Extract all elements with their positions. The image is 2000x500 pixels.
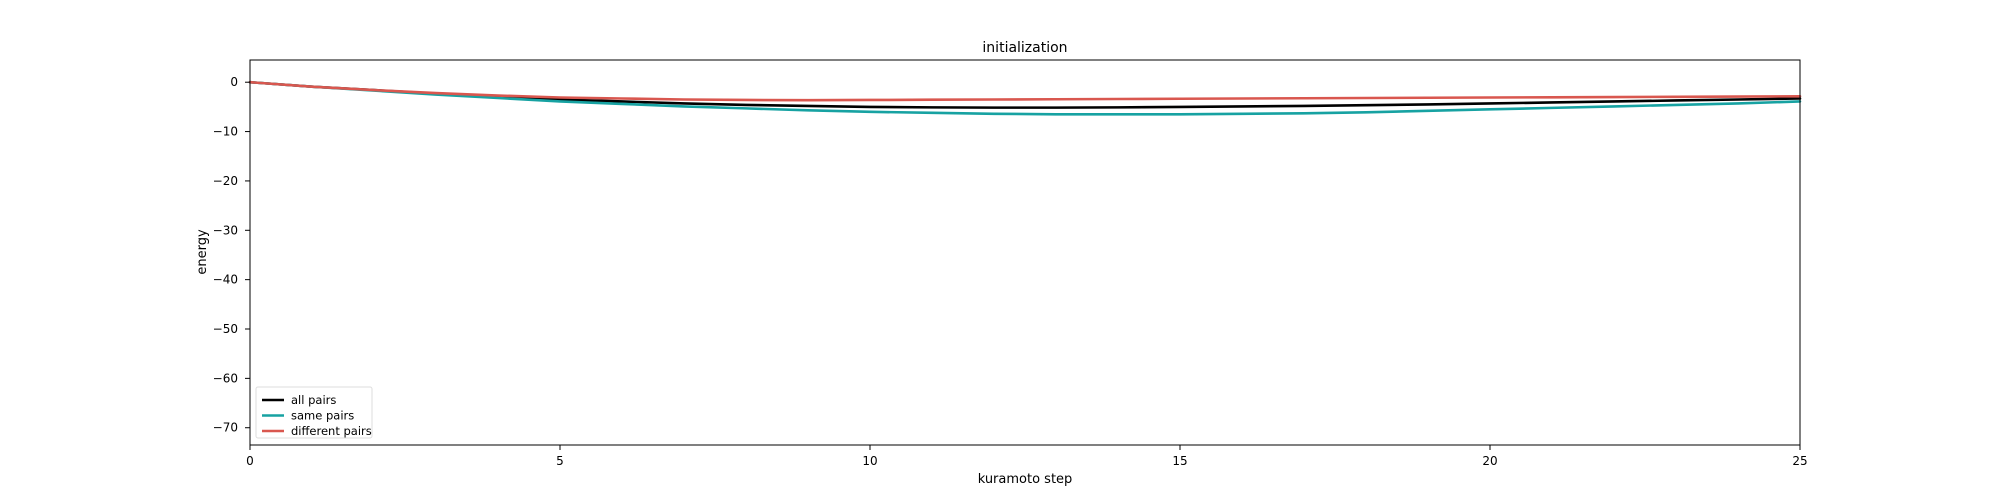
y-tick-label: −30 xyxy=(213,223,238,237)
y-axis-ticks: 0 −10 −20 −30 −40 −50 −60 −70 xyxy=(213,75,250,435)
y-tick-label: 0 xyxy=(230,75,238,89)
x-axis-label: kuramoto step xyxy=(978,472,1073,487)
legend-label-3: different pairs xyxy=(291,424,372,438)
x-tick-label: 15 xyxy=(1172,454,1187,468)
y-tick-label: −40 xyxy=(213,273,238,287)
series-line-3 xyxy=(248,80,1802,102)
y-tick-label: −50 xyxy=(213,322,238,336)
legend-label-1: all pairs xyxy=(291,393,336,407)
y-axis-label: energy xyxy=(195,229,210,275)
x-tick-label: 10 xyxy=(862,454,877,468)
x-tick-label: 0 xyxy=(246,454,254,468)
chart-title: initialization xyxy=(982,40,1067,56)
x-tick-label: 5 xyxy=(556,454,564,468)
y-tick-label: −10 xyxy=(213,125,238,139)
legend-box xyxy=(255,386,373,439)
series-line-2 xyxy=(248,80,1802,116)
x-tick-label: 20 xyxy=(1482,454,1497,468)
y-tick-label: −70 xyxy=(213,421,238,435)
plot-frame xyxy=(249,59,1801,446)
y-tick-label: −60 xyxy=(213,371,238,385)
series-layer xyxy=(248,80,1802,116)
y-tick-label: −20 xyxy=(213,174,238,188)
legend-label-2: same pairs xyxy=(291,409,354,423)
x-axis-ticks: 0 5 10 15 20 25 xyxy=(246,445,1808,468)
x-tick-label: 25 xyxy=(1792,454,1807,468)
